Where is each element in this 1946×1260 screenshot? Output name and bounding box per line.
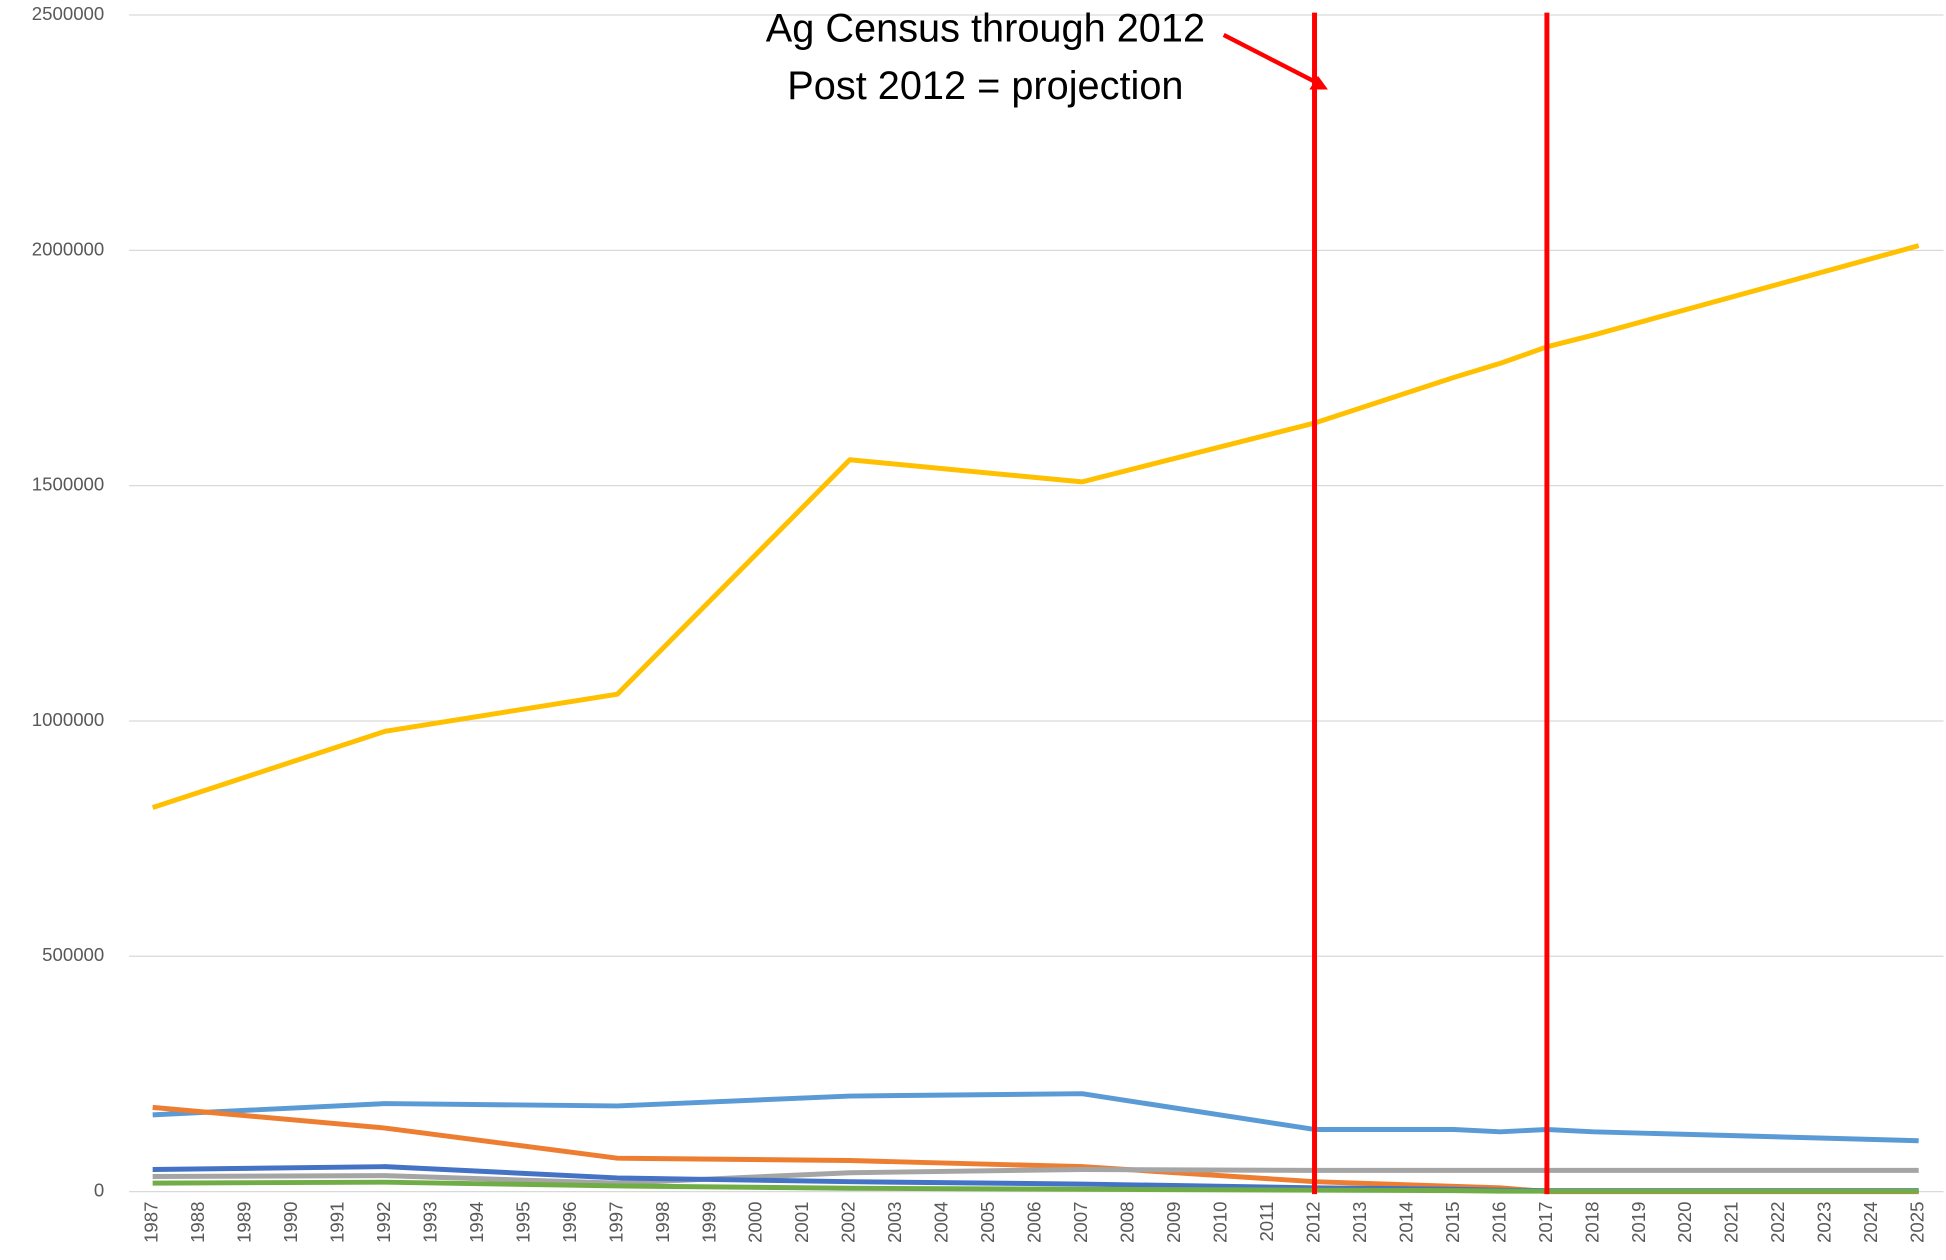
x-tick-label: 2016 xyxy=(1488,1202,1509,1243)
y-tick-label: 2000000 xyxy=(32,238,104,259)
x-tick-label: 2000 xyxy=(745,1202,766,1243)
x-tick-label: 2002 xyxy=(838,1202,859,1243)
y-tick-label: 2500000 xyxy=(32,3,104,24)
y-tick-label: 1000000 xyxy=(32,709,104,730)
x-tick-label: 1999 xyxy=(698,1202,719,1243)
series-line xyxy=(151,243,1920,810)
x-tick-label: 1991 xyxy=(326,1202,347,1243)
x-tick-label: 2023 xyxy=(1814,1202,1835,1243)
x-tick-label: 2011 xyxy=(1256,1202,1277,1242)
x-tick-label: 2017 xyxy=(1535,1202,1556,1243)
x-tick-label: 2015 xyxy=(1442,1202,1463,1243)
reference-lines xyxy=(1312,12,1550,1195)
x-tick-label: 2009 xyxy=(1163,1202,1184,1243)
grid xyxy=(129,14,1944,1193)
x-tick-label: 1988 xyxy=(187,1202,208,1243)
x-tick-label: 2010 xyxy=(1209,1202,1230,1243)
x-tick-label: 1993 xyxy=(419,1202,440,1243)
x-tick-label: 2022 xyxy=(1767,1202,1788,1243)
lines xyxy=(151,243,1920,1195)
x-tick-label: 2008 xyxy=(1117,1202,1138,1243)
y-tick-label: 1500000 xyxy=(32,474,104,495)
x-tick-label: 1987 xyxy=(141,1202,162,1243)
x-tick-label: 2024 xyxy=(1860,1202,1881,1243)
x-tick-label: 2021 xyxy=(1721,1202,1742,1243)
arrow-head xyxy=(1309,75,1328,90)
x-tick-label: 2020 xyxy=(1674,1202,1695,1243)
x-tick-label: 2003 xyxy=(884,1202,905,1243)
arrow xyxy=(1222,32,1320,86)
x-tick-label: 2014 xyxy=(1395,1202,1416,1243)
x-tick-label: 2007 xyxy=(1070,1202,1091,1243)
x-tick-label: 1989 xyxy=(234,1202,255,1243)
y-tick-label: 500000 xyxy=(42,944,104,965)
x-tick-label: 2005 xyxy=(977,1202,998,1243)
x-tick-label: 2006 xyxy=(1024,1202,1045,1243)
x-tick-label: 1990 xyxy=(280,1202,301,1243)
x-tick-label: 2025 xyxy=(1907,1202,1928,1243)
x-tick-label: 1994 xyxy=(466,1202,487,1243)
x-tick-label: 2012 xyxy=(1302,1202,1323,1243)
x-tick-label: 2013 xyxy=(1349,1202,1370,1243)
x-tick-label: 2001 xyxy=(791,1202,812,1243)
x-tick-label: 1995 xyxy=(512,1202,533,1243)
x-tick-label: 2018 xyxy=(1581,1202,1602,1243)
annotation: Post 2012 = projection xyxy=(787,64,1183,108)
x-tick-label: 2004 xyxy=(931,1202,952,1243)
x-tick-label: 1992 xyxy=(373,1202,394,1243)
y-tick-label: 0 xyxy=(94,1180,104,1201)
annotation: Ag Census through 2012 xyxy=(766,7,1205,51)
x-tick-label: 1997 xyxy=(605,1202,626,1243)
x-tick-label: 1996 xyxy=(559,1202,580,1243)
x-tick-label: 2019 xyxy=(1628,1202,1649,1243)
x-tick-label: 1998 xyxy=(652,1202,673,1243)
